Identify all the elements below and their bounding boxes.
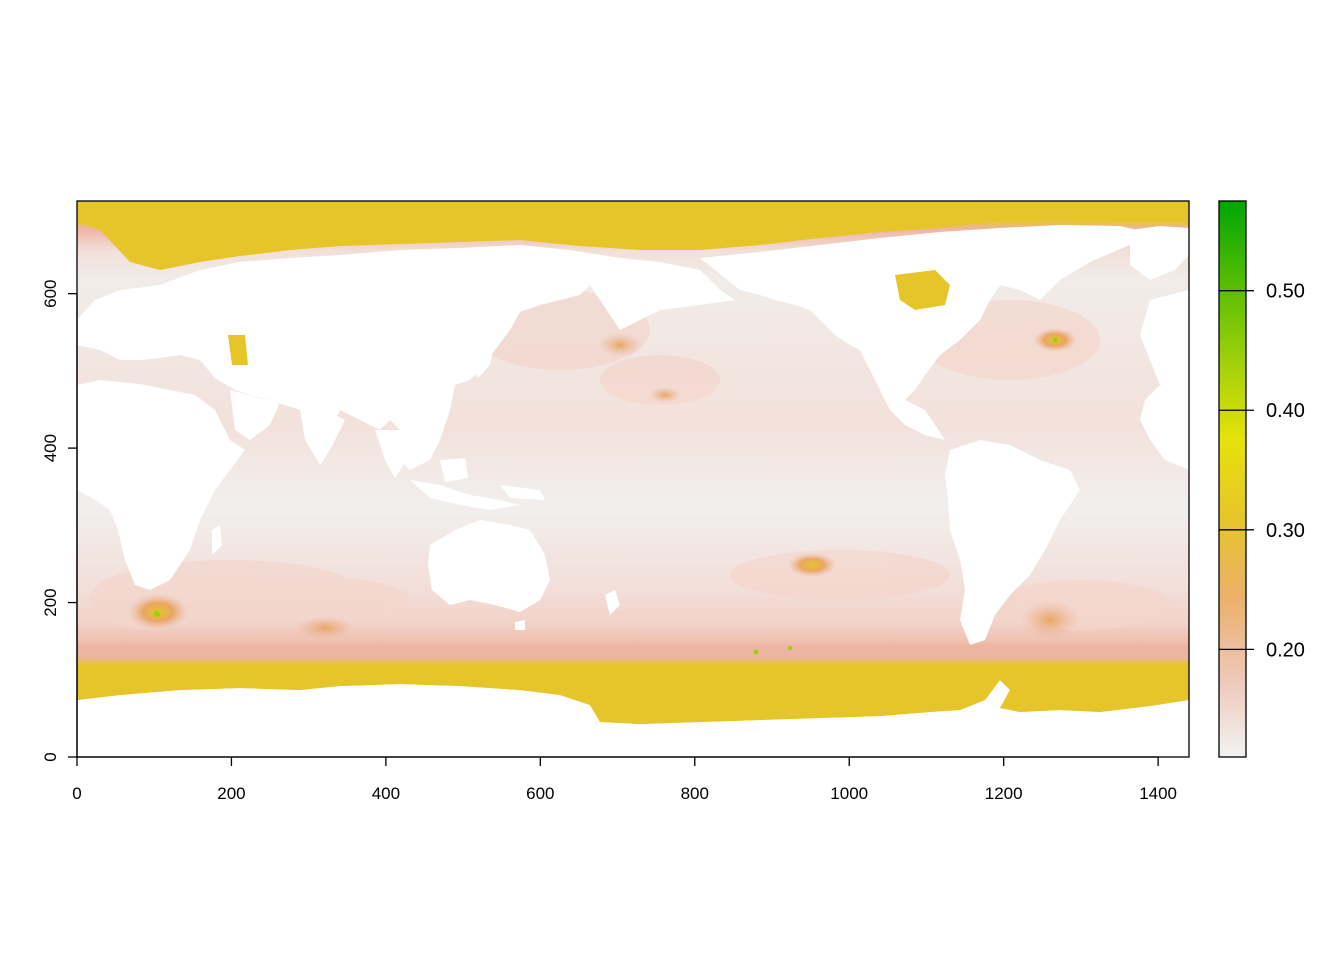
map-raster — [77, 201, 1189, 757]
arabia — [230, 390, 280, 440]
y-axis: 0 200 400 600 — [41, 279, 78, 762]
tasmania — [515, 620, 525, 630]
greenland — [1130, 226, 1189, 280]
antarctica — [77, 680, 1189, 757]
peak-spots — [154, 337, 1058, 655]
y-tick-label: 600 — [41, 279, 60, 307]
colorbar-tick-label: 0.20 — [1266, 639, 1305, 661]
x-tick-label: 1200 — [985, 784, 1023, 803]
north-america — [700, 225, 1160, 440]
indonesia — [410, 480, 520, 510]
colorbar: 0.20 0.30 0.40 0.50 — [1218, 200, 1305, 758]
south-america — [945, 440, 1080, 645]
japan — [470, 340, 495, 378]
india — [300, 410, 345, 465]
colorbar-frame — [1218, 200, 1247, 758]
australia — [428, 520, 550, 612]
africa — [77, 380, 245, 590]
x-tick-label: 800 — [681, 784, 709, 803]
madagascar — [212, 525, 222, 555]
new-guinea — [500, 485, 545, 500]
southeast-asia — [375, 430, 410, 478]
x-tick-label: 1400 — [1139, 784, 1177, 803]
x-tick-label: 600 — [526, 784, 554, 803]
x-tick-label: 200 — [217, 784, 245, 803]
eurasia — [77, 245, 735, 470]
new-zealand — [605, 590, 620, 615]
polar-ice — [77, 201, 1189, 724]
y-tick-label: 200 — [41, 588, 60, 616]
x-tick-label: 0 — [72, 784, 81, 803]
y-tick-label: 0 — [41, 752, 60, 761]
borneo — [440, 458, 468, 482]
colorbar-fill — [1219, 201, 1246, 757]
land-masses — [77, 225, 1189, 757]
x-axis: 0 200 400 600 800 1000 1200 1400 — [72, 756, 1177, 803]
colorbar-tick-label: 0.50 — [1266, 281, 1305, 303]
europe-right — [1140, 290, 1189, 470]
colorbar-tick-label: 0.30 — [1266, 520, 1305, 542]
colorbar-ticks: 0.20 0.30 0.40 0.50 — [1219, 281, 1305, 661]
y-tick-label: 400 — [41, 434, 60, 462]
x-tick-label: 1000 — [830, 784, 868, 803]
colorbar-tick-label: 0.40 — [1266, 400, 1305, 422]
x-tick-label: 400 — [372, 784, 400, 803]
